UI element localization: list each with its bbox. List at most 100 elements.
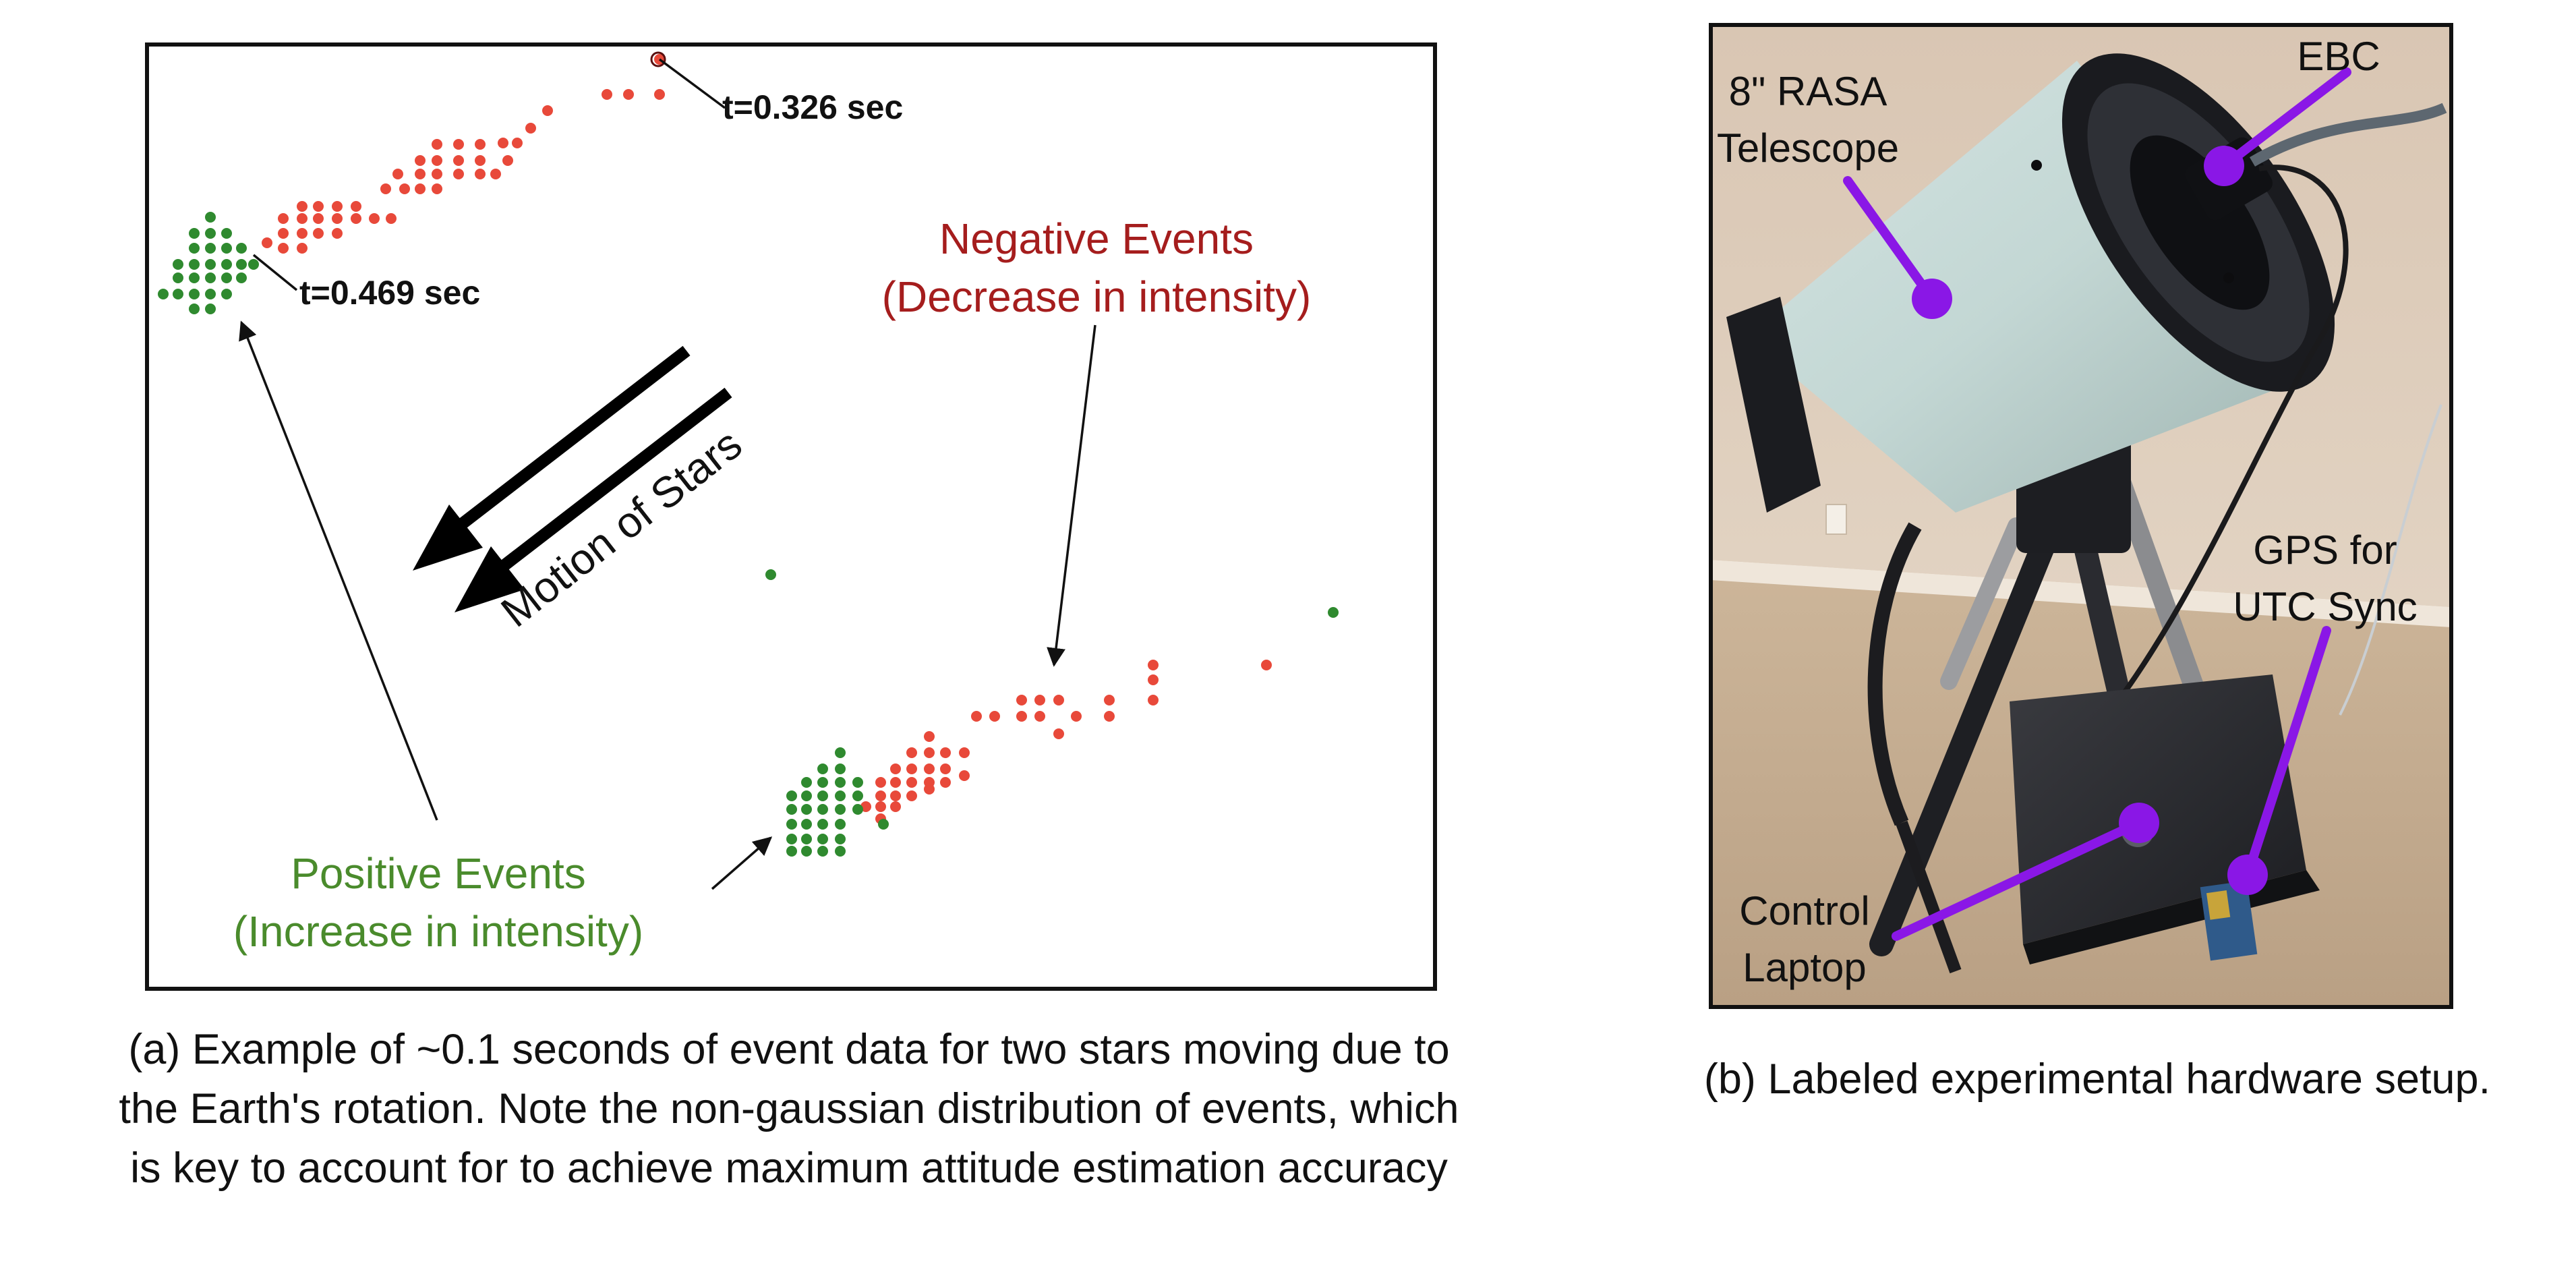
negative-event-dot xyxy=(278,243,289,254)
positive-event-dot xyxy=(801,777,812,788)
negative-event-dot xyxy=(415,155,426,166)
positive-event-dot xyxy=(835,777,846,788)
negative-events-title: Negative Events xyxy=(939,214,1254,263)
positive-event-dot xyxy=(189,289,200,299)
negative-event-dot xyxy=(498,138,508,148)
negative-events-arrow xyxy=(1047,324,1096,667)
t-end-label: t=0.326 sec xyxy=(722,88,903,126)
caption-b: (b) Labeled experimental hardware setup. xyxy=(1645,1049,2549,1109)
positive-event-dot xyxy=(173,272,183,283)
positive-event-dot xyxy=(817,777,828,788)
negative-event-dot xyxy=(924,731,935,742)
panel-b: 8" RASA Telescope EBC GPS for UTC Sync C… xyxy=(1709,23,2453,1009)
positive-event-dot xyxy=(835,747,846,758)
positive-event-dot xyxy=(786,846,797,857)
negative-event-dot xyxy=(890,790,901,801)
positive-event-dot xyxy=(852,777,863,788)
positive-event-dot xyxy=(817,790,828,801)
negative-event-dot xyxy=(399,183,410,194)
negative-event-dot xyxy=(332,201,343,212)
negative-event-dot xyxy=(432,183,442,194)
positive-event-dot xyxy=(817,819,828,830)
negative-event-dot xyxy=(475,169,486,179)
motion-arrows xyxy=(413,345,732,612)
negative-event-dot xyxy=(502,155,513,166)
negative-event-dot xyxy=(959,747,970,758)
positive-event-dot xyxy=(236,272,247,283)
negative-event-dot xyxy=(940,747,951,758)
negative-event-dot xyxy=(1016,711,1027,722)
positive-event-dot xyxy=(221,289,232,299)
telescope-label-line2: Telescope xyxy=(1717,125,1899,171)
negative-event-dot xyxy=(262,237,272,248)
negative-event-dot xyxy=(432,139,442,150)
negative-event-dot xyxy=(415,169,426,179)
negative-event-dot xyxy=(890,763,901,774)
positive-event-dot xyxy=(878,819,889,830)
negative-event-dot xyxy=(1053,695,1064,705)
positive-event-dot xyxy=(835,790,846,801)
negative-event-dot xyxy=(332,213,343,224)
photo-frame xyxy=(1709,23,2453,1009)
negative-event-dot xyxy=(1104,711,1115,722)
positive-event-dot xyxy=(817,804,828,815)
negative-event-dot xyxy=(369,213,380,224)
positive-event-dot xyxy=(189,272,200,283)
positive-event-dot xyxy=(801,804,812,815)
negative-event-dot xyxy=(875,777,886,788)
positive-event-dot xyxy=(236,259,247,270)
negative-event-dot xyxy=(654,89,665,100)
negative-event-dot xyxy=(1148,695,1159,705)
t-start-leader xyxy=(252,254,298,291)
positive-event-dot xyxy=(189,259,200,270)
negative-event-dot xyxy=(278,213,289,224)
positive-event-dot xyxy=(205,272,216,283)
positive-event-dot xyxy=(205,228,216,239)
negative-event-dot xyxy=(297,213,308,224)
positive-event-dot xyxy=(786,790,797,801)
caption-b-text: (b) Labeled experimental hardware setup. xyxy=(1703,1056,2491,1103)
negative-event-dot xyxy=(924,747,935,758)
negative-event-dot xyxy=(386,213,397,224)
negative-event-dot xyxy=(971,711,982,722)
event-dots xyxy=(158,51,1339,857)
positive-event-dot xyxy=(221,272,232,283)
positive-event-dot xyxy=(852,804,863,815)
positive-event-dot xyxy=(221,259,232,270)
positive-event-dot xyxy=(173,289,183,299)
positive-event-dot xyxy=(236,243,247,254)
caption-a-line1: (a) Example of ~0.1 seconds of event dat… xyxy=(128,1026,1450,1073)
negative-event-dot xyxy=(475,155,486,166)
positive-event-dot xyxy=(158,289,169,299)
panel-a-frame xyxy=(145,42,1437,991)
positive-event-dot xyxy=(801,790,812,801)
positive-event-dot xyxy=(786,804,797,815)
negative-event-dot xyxy=(490,169,501,179)
callouts xyxy=(1843,67,2351,941)
negative-event-dot xyxy=(475,139,486,150)
t-end-leader xyxy=(658,58,726,109)
telescope-label-line1: 8" RASA xyxy=(1729,69,1887,114)
negative-event-dot xyxy=(453,139,464,150)
positive-event-dot xyxy=(248,259,259,270)
negative-event-dot xyxy=(453,169,464,179)
positive-event-dot xyxy=(205,243,216,254)
gps-callout-dot xyxy=(2227,855,2268,895)
laptop-label-line1: Control xyxy=(1739,888,1869,933)
negative-event-dot xyxy=(1104,695,1115,705)
negative-event-dot xyxy=(1034,695,1045,705)
negative-event-dot xyxy=(940,763,951,774)
positive-event-dot xyxy=(835,834,846,844)
negative-event-dot xyxy=(1053,728,1064,739)
negative-event-dot xyxy=(959,770,970,781)
negative-event-dot xyxy=(415,183,426,194)
positive-event-dot xyxy=(205,212,216,223)
positive-event-dot xyxy=(189,228,200,239)
positive-event-dot xyxy=(835,846,846,857)
positive-event-dot xyxy=(801,846,812,857)
gps-label-line1: GPS for xyxy=(2253,527,2397,573)
negative-event-dot xyxy=(297,243,308,254)
negative-event-dot xyxy=(875,790,886,801)
gps-label-line2: UTC Sync xyxy=(2233,584,2417,629)
positive-event-dot xyxy=(835,804,846,815)
